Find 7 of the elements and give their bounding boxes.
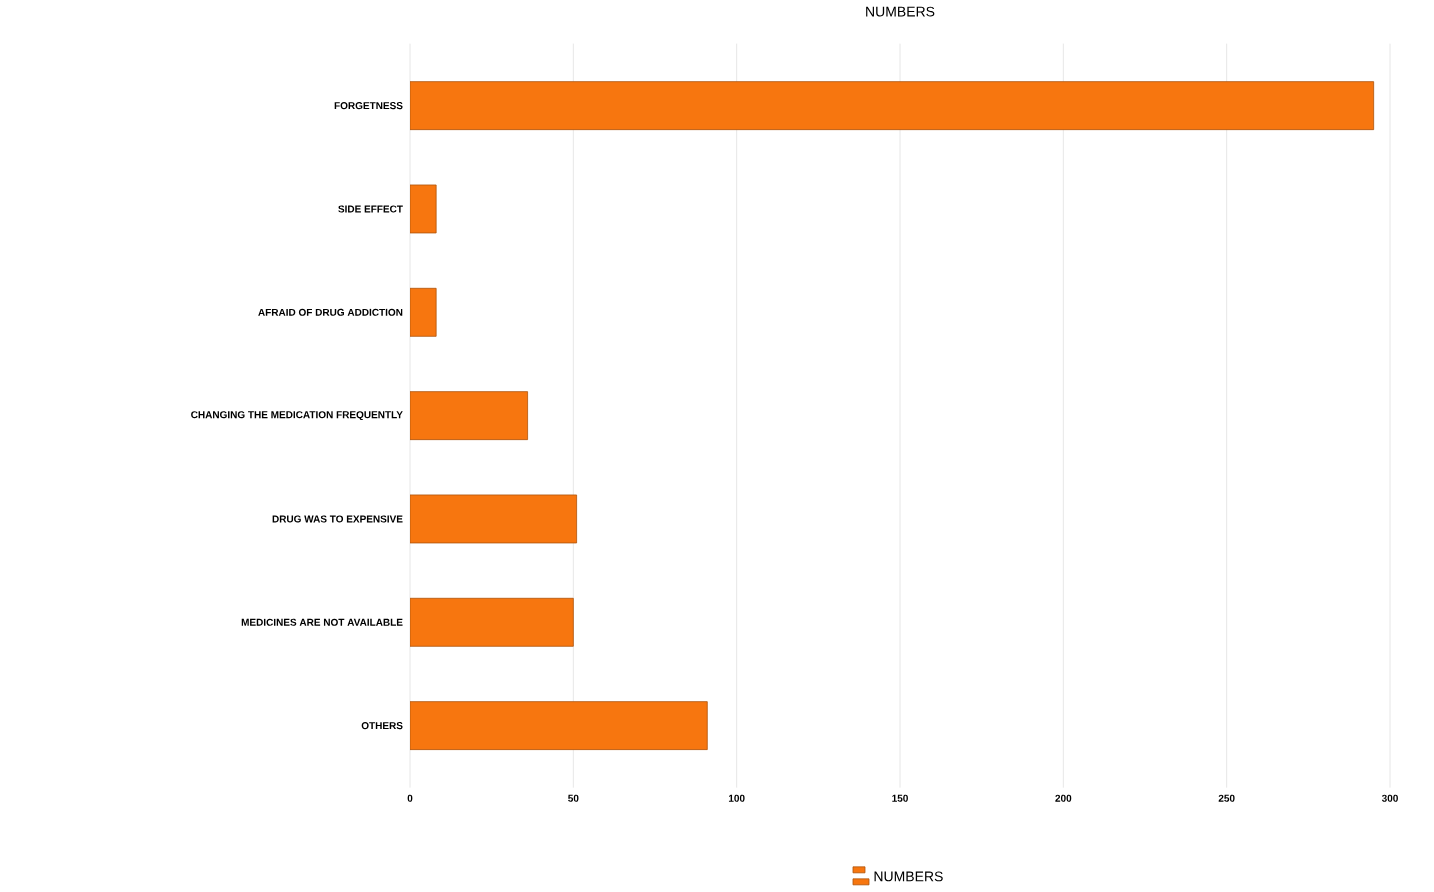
bar — [410, 184, 437, 234]
bar — [410, 287, 437, 337]
bar — [410, 391, 529, 440]
bar — [410, 597, 574, 647]
bar — [410, 81, 1375, 130]
bar — [410, 701, 708, 750]
bar — [410, 494, 578, 544]
